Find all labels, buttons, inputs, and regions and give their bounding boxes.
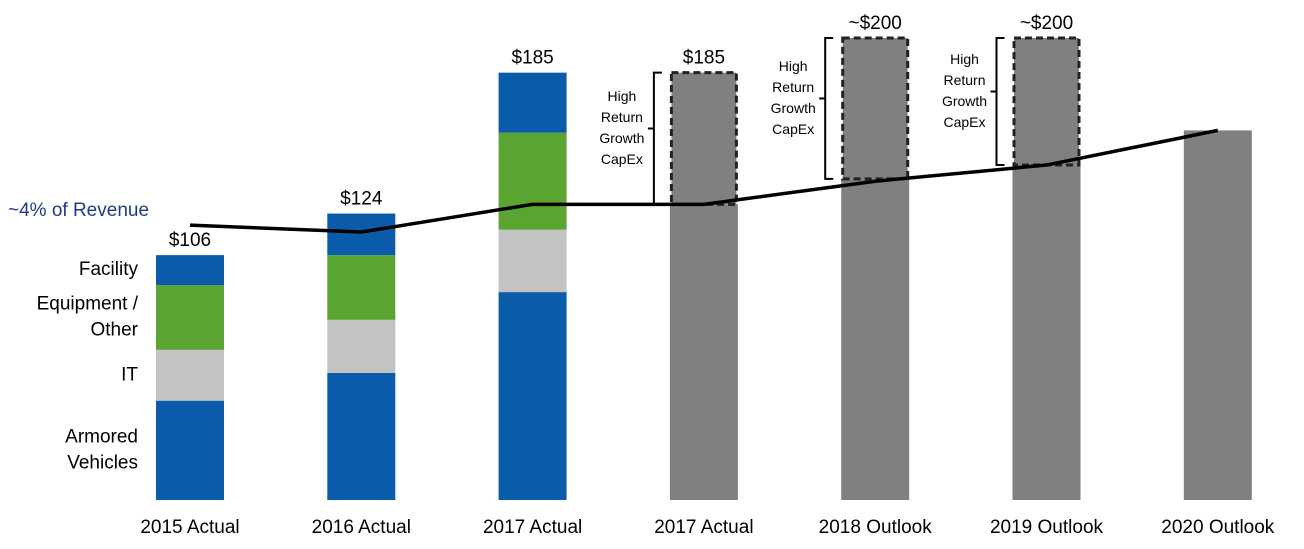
annotation-line: High [950,51,979,67]
series-label: Equipment / Other [37,294,139,341]
annotation-line: Growth [599,130,644,146]
bar [327,319,396,373]
annotation-line: Growth [771,100,816,116]
x-tick-label: 2017 Actual [483,517,582,538]
annotation-line: CapEx [772,121,814,137]
annotation-line: Return [601,109,643,125]
annotation-line: Return [943,72,985,88]
annotation-line: Growth [942,93,987,109]
total-label: $106 [169,230,211,251]
annotation-line: CapEx [943,114,985,130]
total-label: $124 [340,189,383,210]
annotation-line: High [779,58,808,74]
bracket [652,71,662,206]
x-tick-label: 2018 Outlook [819,517,933,538]
bar [1012,165,1081,501]
annotation: High Return Growth CapEx [942,51,987,130]
series-label-line: Equipment / [37,294,139,315]
x-tick-label: 2017 Actual [654,517,753,538]
bar [156,285,224,350]
bar [498,132,567,230]
annotation: High Return Growth CapEx [771,58,816,137]
series-label-line: IT [121,364,138,385]
bar [327,372,396,500]
bar [156,255,224,286]
bar [1183,130,1252,500]
annotation: High Return Growth CapEx [599,88,644,167]
series-label: Armored Vehicles [65,426,138,473]
x-tick-label: 2019 Outlook [990,517,1104,538]
line-label: ~4% of Revenue [8,200,149,221]
series-label: Facility [79,259,139,280]
bar [669,204,738,500]
bar [841,178,910,500]
x-tick-label: 2015 Actual [140,517,239,538]
total-label: $185 [683,48,725,69]
bar [156,349,224,401]
annotation-line: High [608,88,637,104]
total-label: ~$200 [849,13,902,34]
bar [498,229,567,293]
annotation-line: Return [772,79,814,95]
series-label-line: Armored [65,426,138,447]
bar [327,255,396,320]
x-tick-label: 2020 Outlook [1161,517,1275,538]
bar [327,213,396,256]
x-tick-label: 2016 Actual [312,517,411,538]
growth-bar [841,36,910,181]
series-label-line: Vehicles [67,452,138,473]
total-label: $185 [511,48,553,69]
bar [498,72,567,133]
growth-bar [669,71,738,206]
revenue-line [189,128,1219,234]
bar [498,292,567,500]
growth-bar [1012,36,1081,167]
total-label: ~$200 [1020,13,1073,34]
series-label-line: Other [90,320,138,341]
series-label-line: Facility [79,259,139,280]
bracket [824,37,834,180]
bracket [995,37,1005,167]
series-label: IT [121,364,138,385]
annotation-line: CapEx [601,151,643,167]
bar [156,400,224,500]
